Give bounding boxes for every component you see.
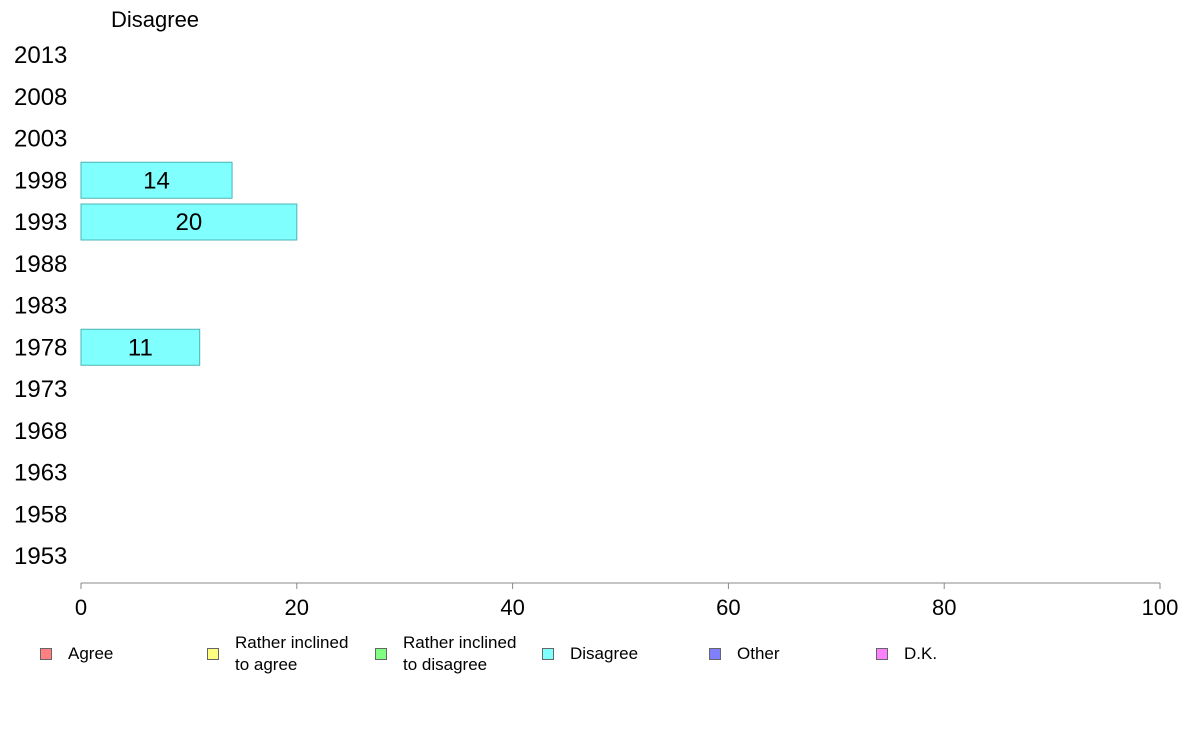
y-tick-label: 2008 — [14, 84, 67, 111]
y-tick-label: 1963 — [14, 460, 67, 487]
y-tick-label: 1978 — [14, 334, 67, 361]
bar — [80, 161, 233, 199]
legend-item-other: Other — [709, 630, 867, 678]
legend-item-agree: Agree — [40, 630, 198, 678]
y-tick-label: 1958 — [14, 501, 67, 528]
y-tick-label: 2003 — [14, 126, 67, 153]
legend: Agree Rather inclined to agree Rather in… — [0, 630, 1188, 690]
legend-label-agree: Agree — [68, 644, 114, 663]
legend-label-rather-inclined-to-agree: Rather inclined to agree — [235, 633, 349, 674]
y-tick-label: 1968 — [14, 418, 67, 445]
y-tick-label: 1983 — [14, 293, 67, 320]
y-tick-label: 1973 — [14, 376, 67, 403]
x-tick-label: 20 — [285, 595, 309, 620]
legend-label-rather-inclined-to-disagree: Rather inclined to disagree — [403, 633, 517, 674]
x-tick-label: 60 — [716, 595, 740, 620]
legend-label-other: Other — [737, 644, 780, 663]
legend-label-disagree: Disagree — [570, 644, 639, 663]
x-tick-label: 0 — [75, 595, 87, 620]
legend-item-disagree: Disagree — [542, 630, 700, 678]
legend-swatch-rather-inclined-to-agree — [207, 648, 219, 660]
y-tick-label: 1993 — [14, 209, 67, 236]
legend-swatch-agree — [40, 648, 52, 660]
legend-swatch-rather-inclined-to-disagree — [375, 648, 387, 660]
bar-value-label: 14 — [143, 167, 170, 194]
legend-swatch-other — [709, 648, 721, 660]
y-tick-label: 1988 — [14, 251, 67, 278]
legend-swatch-disagree — [542, 648, 554, 660]
y-tick-label: 2013 — [14, 42, 67, 69]
bar-value-label: 11 — [128, 334, 153, 361]
x-tick-label: 40 — [500, 595, 524, 620]
y-tick-label: 1998 — [14, 167, 67, 194]
x-tick-label: 100 — [1142, 595, 1179, 620]
legend-item-rather-inclined-to-disagree: Rather inclined to disagree — [375, 630, 533, 678]
legend-swatch-dk — [876, 648, 888, 660]
y-tick-label: 1953 — [14, 543, 67, 570]
bar — [80, 203, 298, 241]
x-tick-label: 80 — [932, 595, 956, 620]
bar — [80, 328, 201, 366]
legend-item-dk: D.K. — [876, 630, 1034, 678]
legend-item-rather-inclined-to-agree: Rather inclined to agree — [207, 630, 365, 678]
bar-value-label: 20 — [176, 209, 203, 236]
legend-label-dk: D.K. — [904, 644, 938, 663]
chart-title: Disagree — [111, 7, 200, 32]
